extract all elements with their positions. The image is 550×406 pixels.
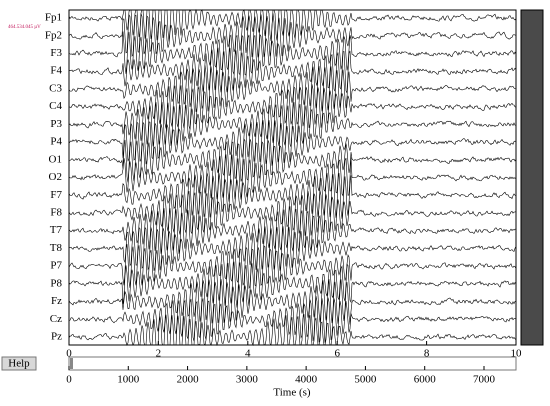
eeg-trace [68, 120, 517, 166]
tick-label: 6 [334, 348, 340, 360]
channel-label: F8 [50, 206, 62, 218]
eeg-trace [68, 190, 517, 236]
tick-label: 1000 [117, 374, 140, 386]
channel-label: C3 [49, 82, 62, 94]
eeg-trace [68, 172, 517, 219]
channel-label: Pz [51, 331, 62, 343]
eeg-trace [68, 278, 517, 325]
tick-label: 0 [66, 348, 72, 360]
eeg-trace [68, 244, 517, 289]
tick-label: 10 [511, 348, 523, 360]
eeg-trace [68, 47, 517, 94]
time-slider[interactable] [68, 356, 517, 371]
channel-label: P3 [50, 118, 62, 130]
eeg-trace [68, 206, 516, 254]
tick-label: 5000 [354, 374, 377, 386]
tick-label: 4 [245, 348, 251, 360]
eeg-trace [68, 13, 517, 58]
channel-label: F3 [50, 47, 62, 59]
channel-label: Cz [50, 313, 62, 325]
eeg-trace [68, 8, 517, 42]
slider-thumb[interactable] [70, 358, 73, 369]
traces [68, 8, 517, 347]
eeg-trace [68, 261, 517, 308]
channel-label: F4 [50, 65, 62, 77]
eeg-trace [68, 65, 517, 112]
eeg-trace [68, 138, 517, 183]
channel-label: Fp2 [45, 29, 62, 41]
help-label[interactable]: Help [8, 358, 30, 370]
tick-label: 8 [424, 348, 430, 360]
eeg-trace [68, 101, 517, 148]
channel-label: P7 [50, 260, 62, 272]
scrollbar[interactable] [520, 9, 544, 346]
tick-label: 7000 [473, 374, 496, 386]
channel-label: O1 [49, 153, 62, 165]
tick-label: 2 [156, 348, 162, 360]
scale-label: 464.534.045 µV [8, 25, 41, 30]
tick-label: 3000 [236, 374, 259, 386]
eeg-trace [68, 31, 517, 76]
channel-label: F7 [50, 189, 62, 201]
channel-label: T8 [50, 242, 63, 254]
channel-label: O2 [49, 171, 62, 183]
tick-label: 2000 [177, 374, 200, 386]
tick-label: 4000 [295, 374, 318, 386]
time-axis-label: Time (s) [273, 387, 311, 399]
eeg-trace [68, 154, 517, 202]
channel-label: P4 [50, 136, 62, 148]
tick-label: 0 [66, 374, 72, 386]
channel-label: T7 [50, 224, 63, 236]
channel-label: Fz [51, 295, 62, 307]
eeg-trace [68, 296, 517, 343]
tick-label: 6000 [414, 374, 437, 386]
channel-label: P8 [50, 277, 62, 289]
help-button[interactable] [1, 356, 37, 371]
eeg-trace [69, 84, 517, 130]
channel-label: Fp1 [45, 12, 62, 24]
eeg-trace [68, 314, 517, 347]
channel-label: C4 [49, 100, 62, 112]
